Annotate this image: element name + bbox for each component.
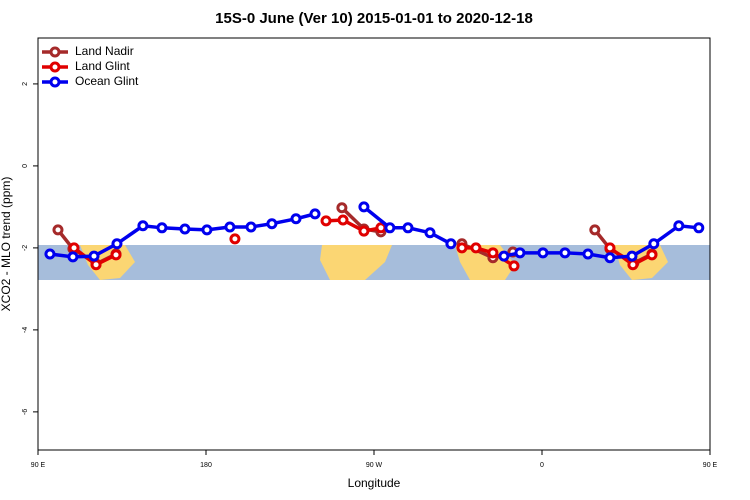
point [111,238,123,250]
point [626,250,638,262]
point [537,247,549,259]
y-tick-label: 2 [22,82,29,86]
point [309,208,321,220]
point [456,242,468,254]
x-tick-label: 90 E [31,462,46,469]
point [627,259,639,271]
y-tick-label: 0 [22,164,29,168]
point [559,247,571,259]
point [646,249,658,261]
point [508,260,520,272]
point [290,213,302,225]
point [44,248,56,260]
legend-label: Ocean Glint [75,74,139,88]
point [402,222,414,234]
point [156,222,168,234]
point [604,242,616,254]
point [693,222,705,234]
point [229,233,241,245]
y-tick-label: -2 [22,245,29,251]
point [88,250,100,262]
chart-title: 15S-0 June (Ver 10) 2015-01-01 to 2020-1… [215,10,533,27]
point [224,221,236,233]
y-axis-label: XCO2 - MLO trend (ppm) [0,177,13,312]
point [52,224,64,236]
x-tick-label: 0 [540,462,544,469]
point [179,223,191,235]
point [589,224,601,236]
legend-label: Land Nadir [75,44,134,58]
y-tick-label: -6 [22,409,29,415]
point [337,214,349,226]
legend-marker [49,61,61,73]
point [68,242,80,254]
point [137,220,149,232]
point [582,248,594,260]
point [487,247,499,259]
point [201,224,213,236]
y-tick-label: -4 [22,327,29,333]
point [266,218,278,230]
point [110,249,122,261]
point [358,225,370,237]
point [604,252,616,264]
point [498,250,510,262]
point [673,220,685,232]
point [67,251,79,263]
legend-marker [49,76,61,88]
point [384,222,396,234]
point [320,215,332,227]
legend-marker [49,46,61,58]
x-tick-label: 180 [200,462,212,469]
point [514,247,526,259]
point [470,242,482,254]
point [90,259,102,271]
point [648,238,660,250]
point [424,227,436,239]
point [245,221,257,233]
x-tick-label: 90 W [366,462,383,469]
map-band [38,245,710,280]
x-tick-label: 90 E [703,462,718,469]
point [336,202,348,214]
point [445,238,457,250]
point [358,201,370,213]
legend-label: Land Glint [75,59,130,73]
x-axis-label: Longitude [348,476,401,490]
